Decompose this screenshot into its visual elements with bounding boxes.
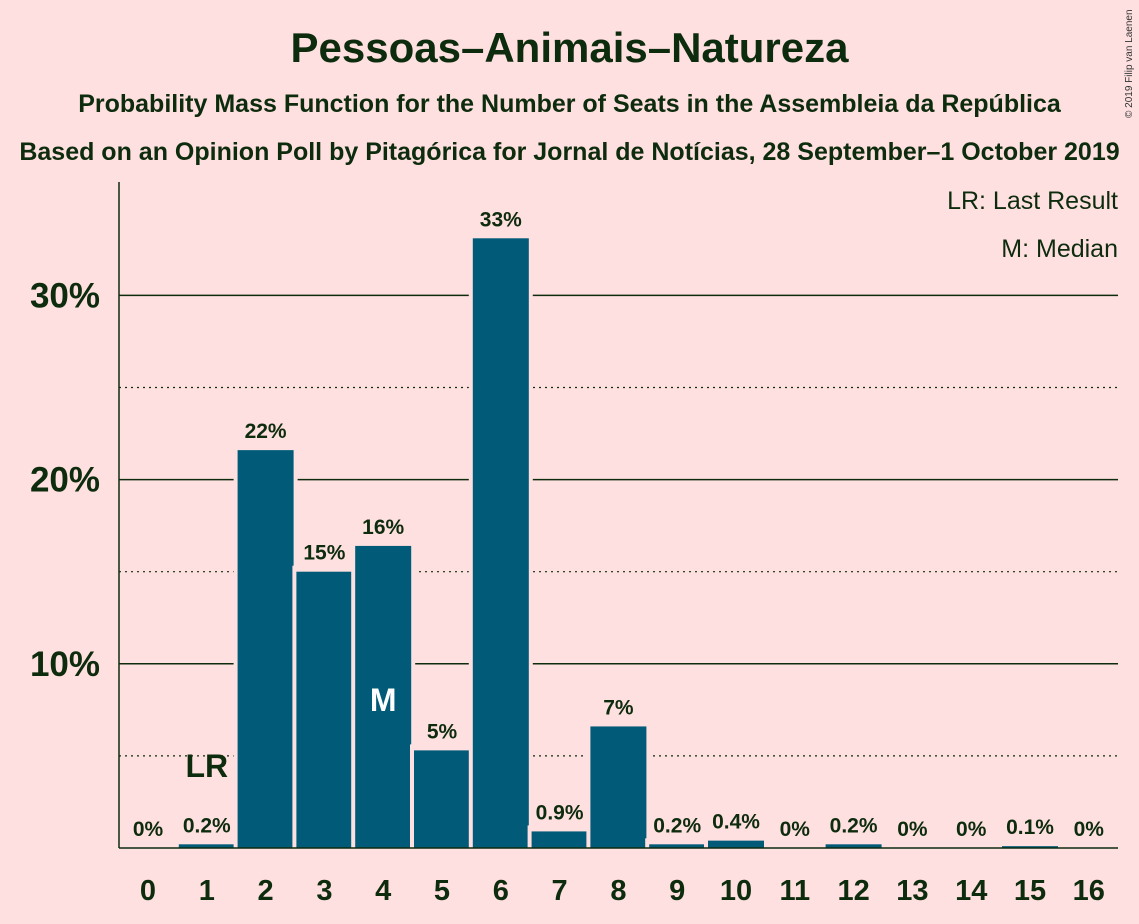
x-tick-label-11: 11 (779, 875, 810, 907)
x-tick-label-16: 16 (1073, 875, 1105, 907)
x-tick-label-9: 9 (669, 875, 685, 907)
bar-halo-15 (998, 840, 1062, 848)
value-label-15: 0.1% (1006, 816, 1054, 839)
y-tick-labels: 10% 20% 30% (30, 276, 100, 683)
x-tick-label-2: 2 (258, 875, 274, 907)
x-tick-label-8: 8 (610, 875, 626, 907)
median-marker: M (370, 682, 397, 718)
x-tick-label-6: 6 (493, 875, 509, 907)
bar-seats-7 (531, 831, 588, 848)
bar-seats-8 (590, 726, 647, 848)
value-label-6: 33% (480, 208, 522, 231)
value-label-13: 0% (897, 818, 928, 841)
value-label-11: 0% (780, 818, 811, 841)
value-label-7: 0.9% (536, 801, 584, 824)
x-tick-label-1: 1 (199, 875, 215, 907)
x-tick-label-13: 13 (896, 875, 928, 907)
value-label-10: 0.4% (712, 811, 760, 834)
last-result-marker: LR (185, 748, 228, 784)
value-label-12: 0.2% (830, 814, 878, 837)
bar-seats-10 (708, 840, 764, 848)
value-label-5: 5% (427, 720, 458, 743)
bar-seats-2 (237, 450, 294, 848)
value-label-14: 0% (956, 818, 987, 841)
value-label-3: 15% (303, 542, 345, 565)
x-tick-label-7: 7 (552, 875, 568, 907)
legend-median: M: Median (1001, 235, 1118, 263)
x-tick-labels: 0 1 2 3 4 5 6 7 8 9 10 11 12 13 14 15 16 (140, 875, 1105, 907)
value-label-9: 0.2% (653, 814, 701, 837)
bar-seats-12 (825, 844, 882, 848)
legend-last-result: LR: Last Result (947, 187, 1118, 215)
y-tick-label-0: 10% (30, 645, 100, 684)
bar-seats-3 (296, 571, 353, 848)
bar-seats-5 (414, 750, 470, 848)
bars (174, 232, 1062, 849)
bar-halo-9 (645, 838, 710, 848)
y-tick-label-2: 30% (30, 276, 100, 315)
bar-halo-1 (174, 838, 239, 848)
bar-seats-6 (472, 238, 529, 849)
x-tick-label-5: 5 (434, 875, 450, 907)
y-tick-label-1: 20% (30, 461, 100, 500)
value-labels: 0% 0.2% 22% 15% 16% 5% 33% 0.9% 7% 0.2% 0.4% 0% 0.2%… (133, 208, 1104, 841)
value-label-16: 0% (1074, 818, 1105, 841)
x-tick-label-14: 14 (955, 875, 987, 907)
chart-source-line: Based on an Opinion Poll by Pitagórica f… (19, 138, 1120, 166)
bar-seats-15 (1002, 846, 1058, 848)
x-tick-label-15: 15 (1014, 875, 1046, 907)
bar-halo-12 (821, 838, 886, 848)
x-tick-label-12: 12 (837, 875, 869, 907)
value-label-1: 0.2% (183, 814, 231, 837)
value-label-4: 16% (362, 516, 404, 539)
value-label-2: 22% (245, 420, 287, 443)
chart-subtitle: Probability Mass Function for the Number… (78, 90, 1061, 118)
bar-seats-9 (649, 844, 706, 848)
bar-seats-4 (355, 545, 412, 848)
chart-title: Pessoas–Animais–Natureza (290, 24, 849, 71)
bar-seats-1 (178, 844, 235, 848)
x-tick-label-4: 4 (375, 875, 391, 907)
x-tick-label-3: 3 (316, 875, 332, 907)
x-tick-label-0: 0 (140, 875, 156, 907)
x-tick-label-10: 10 (720, 875, 752, 907)
value-label-8: 7% (603, 696, 634, 719)
value-label-0: 0% (133, 818, 164, 841)
